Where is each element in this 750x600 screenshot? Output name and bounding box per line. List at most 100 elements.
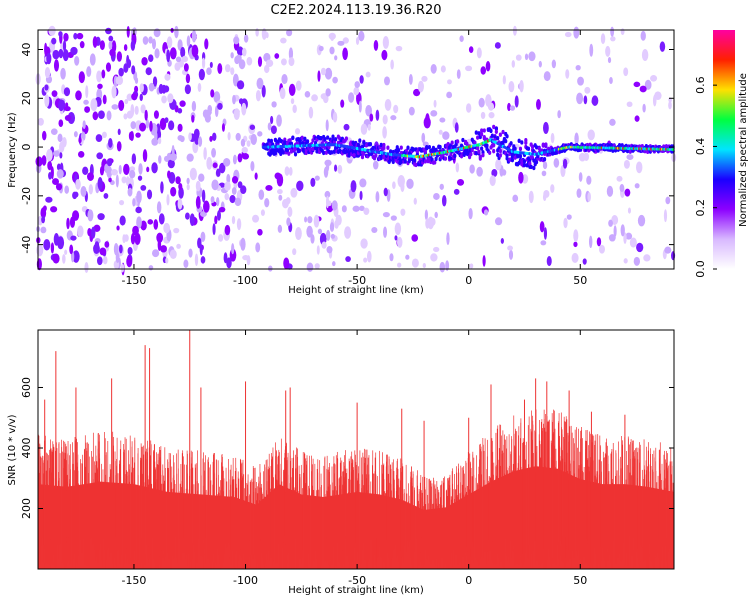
spectrogram-blob bbox=[512, 194, 519, 203]
spectrogram-blob bbox=[47, 160, 53, 171]
spectrogram-blob bbox=[288, 83, 296, 96]
spectrogram-blob bbox=[115, 174, 119, 188]
spectrogram-blob bbox=[255, 28, 259, 37]
spectrogram-band-cell bbox=[344, 136, 349, 141]
spectrogram-band-cell bbox=[544, 142, 548, 147]
spectrogram-blob bbox=[270, 125, 277, 135]
spectrogram-blob bbox=[201, 57, 206, 69]
spectrogram-blob bbox=[606, 185, 614, 197]
spectrogram-band-cell bbox=[477, 149, 481, 154]
spectrogram-band-cell bbox=[532, 158, 536, 163]
spectrogram-blob bbox=[126, 93, 133, 102]
spectrogram-blob bbox=[542, 161, 548, 170]
spectrogram-blob bbox=[214, 215, 218, 225]
spectrogram-blob bbox=[439, 261, 446, 273]
spectrogram-band-cell bbox=[469, 151, 473, 157]
spectrogram-blob bbox=[224, 193, 230, 201]
spectrogram-blob bbox=[116, 141, 122, 152]
spectrogram-blob bbox=[116, 225, 120, 231]
spectrogram-blob bbox=[231, 175, 239, 184]
spectrogram-blob bbox=[76, 32, 84, 40]
spectrogram-band-cell bbox=[269, 138, 274, 144]
spectrogram-blob bbox=[623, 159, 630, 169]
spectrogram-blob bbox=[60, 67, 66, 80]
spectrogram-blob bbox=[44, 84, 49, 91]
spectrogram-blob bbox=[358, 100, 362, 113]
spectrogram-blob bbox=[178, 186, 184, 199]
spectrogram-band-cell bbox=[391, 159, 395, 165]
spectrogram-blob bbox=[77, 150, 85, 158]
spectrogram-blob bbox=[566, 214, 572, 220]
spectrogram-blob bbox=[238, 98, 244, 105]
spectrogram-blob bbox=[234, 197, 242, 207]
spectrogram-band-cell bbox=[297, 148, 302, 154]
spectrogram-blob bbox=[365, 71, 371, 78]
spectrogram-blob bbox=[408, 73, 413, 85]
spectrogram-blob bbox=[148, 36, 153, 44]
spectrogram-band-cell bbox=[522, 159, 527, 164]
spectrogram-y-tick-label: 20 bbox=[20, 91, 33, 105]
spectrogram-blob bbox=[573, 229, 579, 243]
spectrogram-blob bbox=[382, 114, 388, 125]
spectrogram-blob bbox=[66, 217, 70, 230]
spectrogram-blob bbox=[214, 105, 219, 118]
spectrogram-blob bbox=[329, 46, 335, 55]
spectrogram-blob bbox=[394, 235, 398, 241]
spectrogram-blob bbox=[442, 131, 450, 140]
spectrogram-blob bbox=[186, 177, 190, 185]
spectrogram-blob bbox=[543, 121, 549, 134]
spectrogram-blob bbox=[393, 104, 399, 114]
spectrogram-band-cell bbox=[510, 157, 515, 163]
spectrogram-y-tick-label: 0 bbox=[20, 144, 33, 151]
spectrogram-blob bbox=[488, 111, 495, 119]
spectrogram-blob bbox=[195, 180, 201, 192]
spectrogram-blob bbox=[342, 47, 348, 61]
spectrogram-blob bbox=[147, 219, 154, 225]
spectrogram-blob bbox=[64, 115, 72, 122]
spectrogram-blob bbox=[375, 191, 380, 203]
snr-x-tick-label: 0 bbox=[465, 574, 472, 587]
spectrogram-band-cell bbox=[322, 150, 326, 156]
snr-x-tick-label: -100 bbox=[233, 574, 258, 587]
spectrogram-blob bbox=[36, 243, 44, 257]
spectrogram-blob bbox=[562, 158, 568, 169]
spectrogram-blob bbox=[197, 82, 202, 92]
spectrogram-blob bbox=[64, 185, 70, 194]
spectrogram-blob bbox=[191, 114, 195, 123]
spectrogram-blob bbox=[367, 123, 371, 131]
spectrogram-blob bbox=[229, 248, 237, 262]
spectrogram-band-cell bbox=[494, 129, 498, 134]
spectrogram-blob bbox=[51, 90, 58, 98]
spectrogram-band-cell bbox=[289, 149, 294, 154]
spectrogram-blob bbox=[210, 196, 215, 204]
spectrogram-blob bbox=[650, 75, 658, 82]
spectrogram-blob bbox=[668, 101, 672, 110]
spectrogram-blob bbox=[324, 67, 333, 80]
spectrogram-blob bbox=[145, 67, 152, 76]
spectrogram-band-cell bbox=[407, 158, 411, 164]
spectrogram-blob bbox=[141, 56, 148, 66]
spectrogram-blob bbox=[334, 55, 338, 61]
spectrogram-blob bbox=[174, 25, 179, 39]
spectrogram-blob bbox=[158, 83, 164, 94]
spectrogram-blob bbox=[119, 215, 126, 226]
spectrogram-blob bbox=[165, 257, 169, 264]
spectrogram-band-cell bbox=[453, 153, 457, 159]
spectrogram-blob bbox=[48, 25, 56, 36]
spectrogram-blob bbox=[142, 149, 148, 163]
spectrogram-blob bbox=[587, 192, 591, 202]
spectrogram-band-cell bbox=[524, 140, 528, 146]
spectrogram-blob bbox=[255, 90, 261, 102]
spectrogram-blob bbox=[142, 36, 149, 45]
spectrogram-band-cell bbox=[513, 146, 517, 152]
spectrogram-band-cell bbox=[360, 154, 365, 160]
spectrogram-blob bbox=[369, 113, 374, 122]
spectrogram-blob bbox=[137, 175, 143, 181]
colorbar-ticks: 0.0 0.2 0.4 0.6 bbox=[694, 76, 717, 278]
spectrogram-blob bbox=[292, 248, 297, 256]
spectrogram-blob bbox=[294, 128, 301, 135]
spectrogram-blob bbox=[325, 88, 331, 97]
spectrogram-blob bbox=[91, 226, 96, 239]
spectrogram-blob bbox=[421, 132, 426, 144]
spectrogram-blob bbox=[195, 196, 201, 209]
